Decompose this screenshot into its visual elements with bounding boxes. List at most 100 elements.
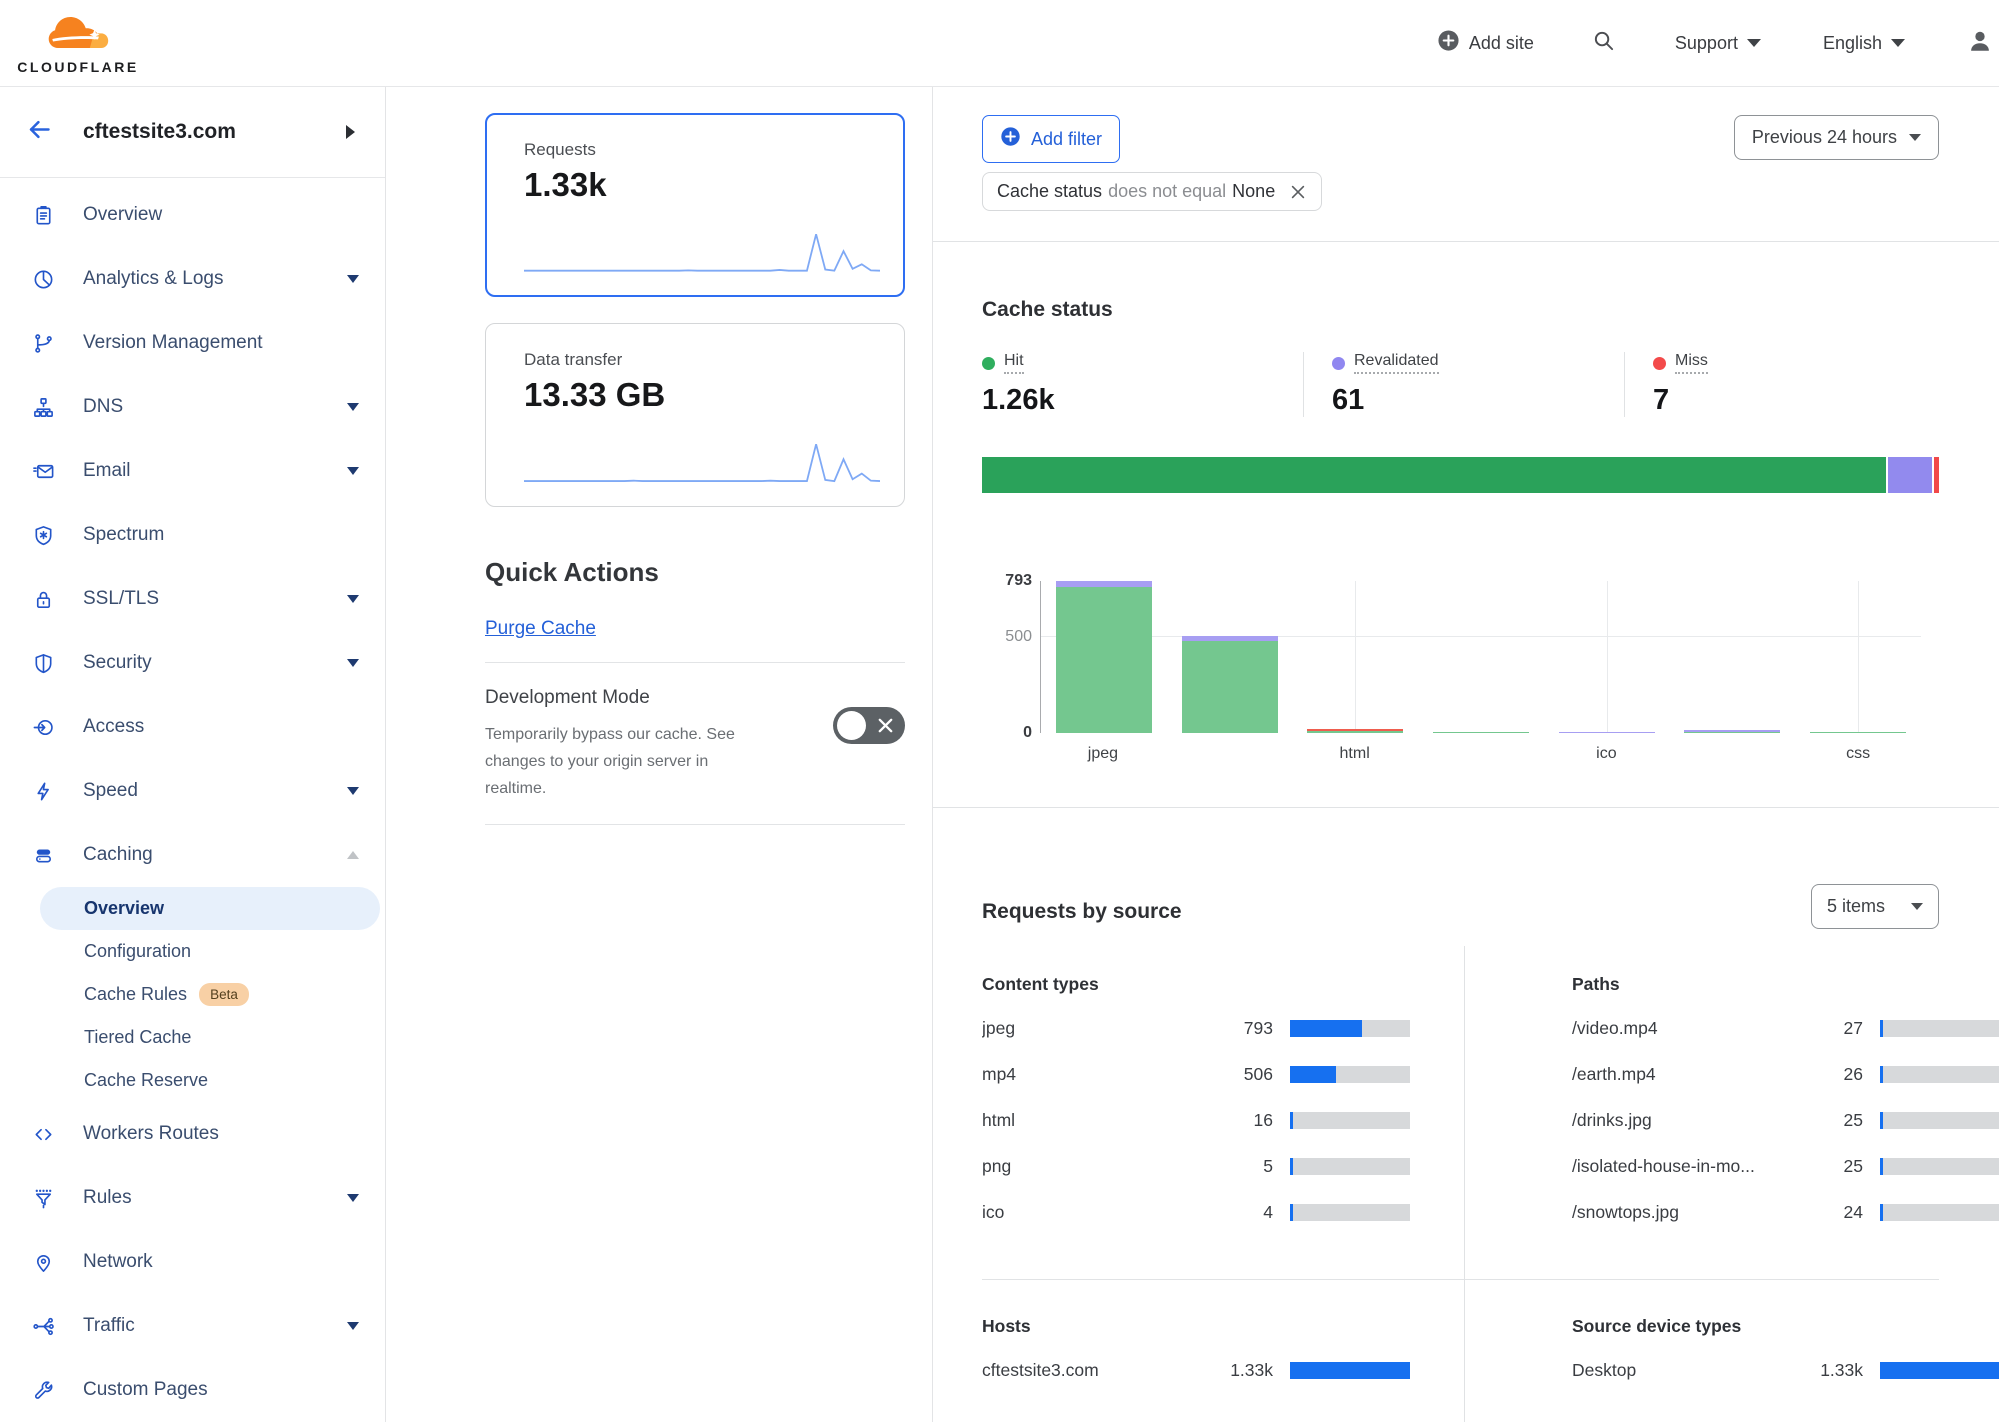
row-bar-fill <box>1290 1203 1293 1221</box>
gridline <box>1355 581 1357 733</box>
sidebar-item-label: Spectrum <box>83 524 165 545</box>
sidebar-item-label: Workers Routes <box>83 1123 219 1144</box>
sidebar-item-custom-pages[interactable]: Custom Pages <box>0 1358 385 1422</box>
requests-metric-card[interactable]: Requests 1.33k <box>485 113 905 297</box>
row-label: png <box>982 1155 1012 1176</box>
code-brackets-icon <box>32 1123 55 1146</box>
sidebar-item-traffic[interactable]: Traffic <box>0 1294 385 1358</box>
sidebar-item-label: Rules <box>83 1187 132 1208</box>
row-label: /isolated-house-in-mo... <box>1572 1155 1755 1176</box>
sidebar-item-overview[interactable]: Overview <box>0 183 385 247</box>
server-stack-icon <box>32 844 55 867</box>
active-filter-chip[interactable]: Cache status does not equal None <box>982 172 1323 211</box>
bar-segment-hit <box>1810 731 1907 733</box>
sidebar-item-caching[interactable]: Caching <box>0 823 385 887</box>
row-value: 25 <box>1843 1109 1863 1130</box>
sidebar-subitem-tiered-cache[interactable]: Tiered Cache <box>0 1016 385 1059</box>
beta-badge: Beta <box>199 983 249 1006</box>
chevron-down-icon <box>347 403 359 411</box>
sidebar-subitem-overview[interactable]: Overview <box>40 887 380 930</box>
stat-label[interactable]: Hit <box>1004 352 1024 374</box>
bar-other <box>1684 730 1781 733</box>
sidebar-item-label: SSL/TLS <box>83 588 160 609</box>
row-bar-fill <box>1290 1361 1410 1379</box>
development-mode-toggle[interactable] <box>833 707 905 744</box>
back-arrow-icon[interactable] <box>26 116 53 148</box>
row-bar-fill <box>1880 1111 1883 1129</box>
sidebar-item-label: Access <box>83 716 145 737</box>
sidebar-subitem-cache-rules[interactable]: Cache Rules Beta <box>0 973 385 1016</box>
chevron-up-icon <box>347 851 359 859</box>
gridline <box>1858 581 1860 733</box>
row-label: mp4 <box>982 1063 1017 1084</box>
y-tick-label: 500 <box>1005 628 1032 646</box>
sidebar-subitem-configuration[interactable]: Configuration <box>0 930 385 973</box>
bar-ico <box>1558 731 1655 733</box>
list-row-snowtops-jpg: /snowtops.jpg 24 <box>1572 1189 1999 1235</box>
bar-mp4 <box>1181 636 1278 733</box>
metric-value: 13.33 GB <box>524 376 666 413</box>
sidebar-subitem-label: Cache Reserve <box>84 1070 209 1090</box>
add-filter-button[interactable]: Add filter <box>982 115 1121 163</box>
shield-spectrum-icon <box>32 524 55 547</box>
sidebar-item-label: DNS <box>83 396 124 417</box>
row-label: /earth.mp4 <box>1572 1063 1656 1084</box>
row-bar-fill <box>1880 1361 1999 1379</box>
sidebar-item-version-management[interactable]: Version Management <box>0 311 385 375</box>
items-count-dropdown[interactable]: 5 items <box>1810 884 1939 929</box>
support-menu[interactable]: Support <box>1675 33 1761 54</box>
sidebar-item-rules[interactable]: Rules <box>0 1166 385 1230</box>
dns-tree-icon <box>32 396 55 419</box>
cache-status-distribution-bar <box>982 457 1939 493</box>
bar-segment-hit <box>1684 731 1781 733</box>
chevron-down-icon <box>347 275 359 283</box>
stat-label[interactable]: Revalidated <box>1354 352 1439 374</box>
row-bar-track <box>1290 1065 1410 1083</box>
sidebar-subitem-cache-reserve[interactable]: Cache Reserve <box>0 1059 385 1102</box>
sidebar-item-access[interactable]: Access <box>0 695 385 759</box>
bar-segment-revalidated <box>1684 730 1781 732</box>
chevron-down-icon <box>1746 39 1761 47</box>
time-range-dropdown[interactable]: Previous 24 hours <box>1733 115 1939 160</box>
stat-label[interactable]: Miss <box>1675 352 1708 374</box>
list-row-earth-mp4: /earth.mp4 26 <box>1572 1051 1999 1097</box>
toggle-knob <box>837 711 866 740</box>
cloudflare-logo[interactable]: CLOUDFLARE <box>14 11 142 75</box>
row-bar-fill <box>1880 1065 1883 1083</box>
sidebar-item-speed[interactable]: Speed <box>0 759 385 823</box>
y-tick-label: 793 <box>1005 572 1032 589</box>
purge-cache-link[interactable]: Purge Cache <box>485 618 596 639</box>
add-site-button[interactable]: Add site <box>1437 29 1534 57</box>
row-value: 1.33k <box>1230 1359 1273 1380</box>
row-bar-fill <box>1290 1019 1362 1037</box>
divider <box>485 662 905 663</box>
row-bar-track <box>1290 1111 1410 1129</box>
bar-segment-hit <box>1055 587 1152 733</box>
bar-segment-revalidated <box>1055 581 1152 588</box>
row-value: 25 <box>1843 1155 1863 1176</box>
sidebar-item-workers-routes[interactable]: Workers Routes <box>0 1102 385 1166</box>
sidebar-item-dns[interactable]: DNS <box>0 375 385 439</box>
sidebar-item-ssl-tls[interactable]: SSL/TLS <box>0 567 385 631</box>
cache-status-stat-hit: Hit 1.26k <box>982 352 1303 417</box>
sidebar-item-analytics-logs[interactable]: Analytics & Logs <box>0 247 385 311</box>
row-bar-track <box>1880 1065 1999 1083</box>
chevron-right-icon[interactable] <box>346 125 355 139</box>
sidebar-item-security[interactable]: Security <box>0 631 385 695</box>
row-label: /video.mp4 <box>1572 1017 1658 1038</box>
chevron-down-icon <box>347 787 359 795</box>
remove-filter-icon[interactable] <box>1289 183 1307 201</box>
hosts-heading: Hosts <box>982 1316 1031 1336</box>
sidebar-item-email[interactable]: Email <box>0 439 385 503</box>
bar-segment-revalidated <box>1558 731 1655 733</box>
sidebar-item-label: Custom Pages <box>83 1379 208 1400</box>
data-transfer-metric-card[interactable]: Data transfer 13.33 GB <box>485 323 905 507</box>
account-menu[interactable] <box>1967 28 1993 59</box>
column-divider <box>1464 946 1465 1280</box>
metric-label: Requests <box>524 140 596 159</box>
language-menu[interactable]: English <box>1823 33 1905 54</box>
chevron-down-icon <box>347 1194 359 1202</box>
sidebar-item-network[interactable]: Network <box>0 1230 385 1294</box>
sidebar-item-spectrum[interactable]: Spectrum <box>0 503 385 567</box>
search-button[interactable] <box>1592 29 1615 57</box>
